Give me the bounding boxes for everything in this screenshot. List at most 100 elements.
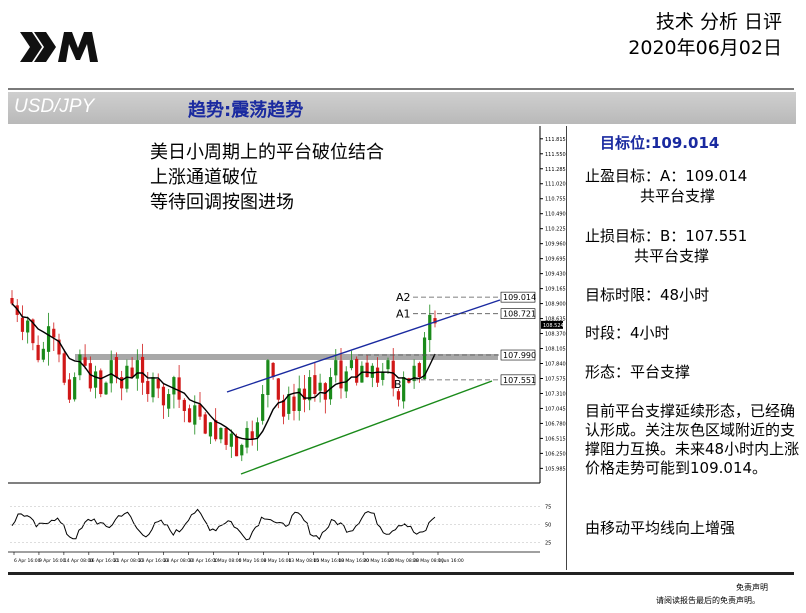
y-tick-label: 110.755 [545, 197, 566, 203]
x-tick-label: 25 May 08:00 [388, 558, 419, 564]
candle-body [271, 362, 275, 378]
candle-body [255, 422, 260, 438]
candle-body [422, 337, 427, 379]
candle-body [349, 360, 354, 369]
candle-body [78, 354, 82, 376]
y-tick-label: 111.815 [545, 137, 566, 143]
candle-body [67, 379, 72, 400]
current-price-box [541, 320, 563, 329]
y-tick-label: 106.250 [545, 451, 566, 457]
oscillator-tick-label: 25 [545, 540, 551, 546]
header-divider [8, 88, 794, 90]
y-tick-label: 107.840 [545, 362, 566, 368]
y-tick-label: 107.310 [545, 391, 566, 397]
chart-note-line-1: 美日小周期上的平台破位结合 [150, 142, 384, 163]
y-tick-label: 108.105 [545, 347, 566, 353]
x-tick-label: 28 Apr 08:00 [164, 558, 193, 564]
analysis-text: 目前平台支撑延续形态，已经确认形成。关注灰色区域附近的支撑阻力互换。未来48小时… [585, 402, 800, 477]
side-divider [566, 126, 567, 570]
candle-body [41, 348, 45, 360]
y-tick-label: 111.285 [545, 167, 566, 173]
y-tick-label: 106.780 [545, 421, 566, 427]
oscillator-tick-label: 50 [545, 523, 551, 529]
y-tick-label: 110.225 [545, 227, 566, 233]
y-axis: 111.815 111.550 111.285 111.020 110.755 110.4… [539, 126, 566, 483]
y-tick-label: 109.430 [545, 272, 566, 278]
candle-body [130, 367, 134, 378]
price-chart: 109.014 A2 108.721 A1 107.990 107.551 B 111.81… [8, 126, 566, 570]
candle-body [219, 427, 223, 440]
x-tick-label: 6 Apr 16:00 [14, 558, 41, 564]
support-zone [75, 354, 498, 360]
candle-body [433, 318, 437, 324]
candle-body [198, 404, 202, 417]
candle-body [62, 353, 66, 383]
level-tag-label: 107.990 [503, 351, 536, 360]
pair-bar [8, 92, 796, 124]
x-tick-label: 1 Jun 16:00 [438, 558, 464, 564]
chart-note-line-2: 上涨通道破位 [150, 167, 258, 188]
current-price-label: 108.524 [543, 323, 564, 329]
y-tick-label: 109.695 [545, 257, 566, 263]
candle-body [36, 344, 40, 361]
upper-channel-line [226, 299, 501, 393]
candle-body [318, 382, 322, 391]
candle-body [308, 377, 312, 401]
candle-body [135, 360, 139, 379]
level-tag-label: 109.014 [503, 293, 536, 302]
candle-body [114, 357, 119, 378]
candle-body [360, 365, 364, 383]
x-tick-label: 1 May 08:00 [214, 558, 242, 564]
candle-body [386, 360, 390, 370]
y-tick-label: 106.515 [545, 436, 566, 442]
stop-loss: 止损目标：B：107.551 [585, 227, 748, 245]
x-tick-label: 8 May 16:00 [263, 558, 291, 564]
oscillator-axis: 75 50 25 [10, 505, 551, 546]
ma-note: 由移动平均线向上增强 [585, 519, 736, 537]
lower-channel-line [240, 380, 493, 475]
candle-body [172, 377, 176, 395]
x-tick-label: 13 May 08:00 [288, 558, 319, 564]
candle-body [203, 414, 207, 434]
moving-average-line [11, 303, 436, 440]
candle-body [323, 383, 327, 400]
candle-body [234, 436, 239, 457]
y-tick-label: 105.985 [545, 466, 566, 472]
candle-body [355, 358, 359, 383]
candle-body [381, 371, 385, 380]
footer-divider [8, 572, 794, 575]
pattern: 形态：平台支撑 [585, 363, 691, 381]
level-tag-box [500, 349, 536, 361]
candle-body [93, 371, 98, 388]
chart-note: 美日小周期上的平台破位结合 上涨通道破位 等待回调按图进场 [150, 140, 384, 215]
oscillator-tick-label: 75 [545, 505, 551, 511]
y-tick-label: 108.635 [545, 317, 566, 323]
x-tick-label: 9 Apr 16:00 [39, 558, 66, 564]
y-tick-label: 109.165 [545, 287, 566, 293]
candle-body [370, 365, 374, 378]
report-date: 2020年06月02日 [628, 37, 782, 59]
candle-body [313, 375, 317, 395]
take-profit-note: 共平台支撑 [640, 187, 716, 205]
x-tick-label: 16 Apr 16:00 [89, 558, 118, 564]
candle-body [120, 377, 124, 389]
x-tick-label: 18 May 16:00 [338, 558, 369, 564]
chart-note-line-3: 等待回调按图进场 [150, 192, 294, 213]
take-profit: 止盈目标：A：109.014 [585, 167, 748, 185]
candle-body [151, 377, 155, 398]
candle-body [250, 431, 254, 440]
candle-body [167, 394, 171, 409]
candle-body [402, 377, 406, 402]
candle-body [140, 356, 145, 383]
candle-body [161, 386, 166, 406]
candle-body [224, 428, 228, 445]
candle-body [182, 399, 186, 411]
candle-body [177, 377, 181, 400]
candle-body [375, 367, 380, 383]
candle-body [83, 357, 87, 366]
candle-body [88, 363, 92, 389]
period: 时段：4小时 [585, 324, 670, 342]
disclaimer-text: 请阅读报告最后的免责声明。 [656, 596, 760, 605]
target-level: 目标位:109.014 [600, 134, 720, 152]
trend-label: 趋势:震荡趋势 [188, 100, 304, 121]
